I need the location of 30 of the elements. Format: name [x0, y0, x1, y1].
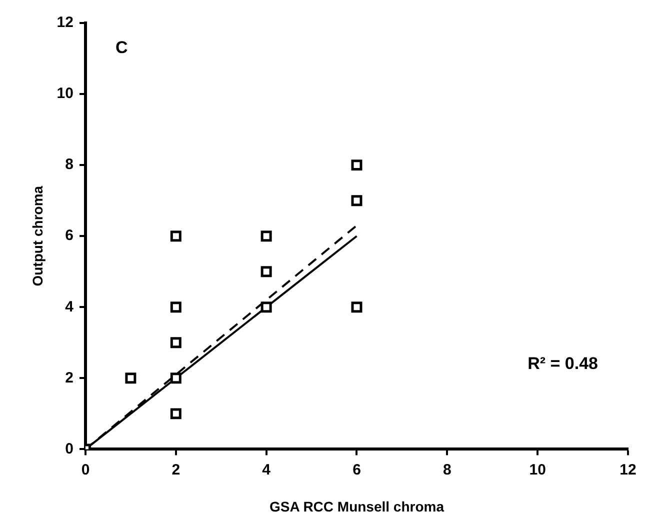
- point: [260, 302, 272, 313]
- y-tick-label: 6: [65, 227, 74, 244]
- point: [351, 160, 362, 171]
- x-axis-title: GSA RCC Munsell chroma: [269, 498, 444, 514]
- point: [125, 372, 136, 384]
- x-tick-label: 6: [352, 461, 361, 478]
- y-axis-title: Output chroma: [29, 186, 46, 286]
- x-tick-label: 12: [620, 461, 636, 478]
- annotation: R² = 0.48: [528, 354, 598, 374]
- point: [170, 372, 182, 384]
- point: [351, 195, 362, 206]
- y-tick-label: 4: [65, 298, 74, 316]
- x-tick-label: 2: [172, 461, 180, 478]
- point: [260, 230, 272, 242]
- point: [170, 302, 182, 313]
- y-tick-label: 12: [56, 14, 74, 32]
- y-tick-label: 0: [65, 440, 74, 458]
- y-tick-label: 8: [65, 156, 74, 174]
- x-tick-label: 10: [529, 461, 546, 478]
- point: [351, 302, 362, 313]
- x-tick-label: 8: [442, 461, 452, 478]
- annotation: C: [115, 38, 128, 57]
- y-tick-label: 2: [65, 369, 74, 386]
- point: [260, 266, 272, 278]
- y-tick-label: 10: [56, 85, 74, 102]
- point: [170, 337, 182, 348]
- point: [170, 230, 182, 242]
- x-tick-label: 0: [81, 461, 90, 478]
- point: [170, 408, 182, 420]
- x-tick-label: 4: [262, 461, 272, 478]
